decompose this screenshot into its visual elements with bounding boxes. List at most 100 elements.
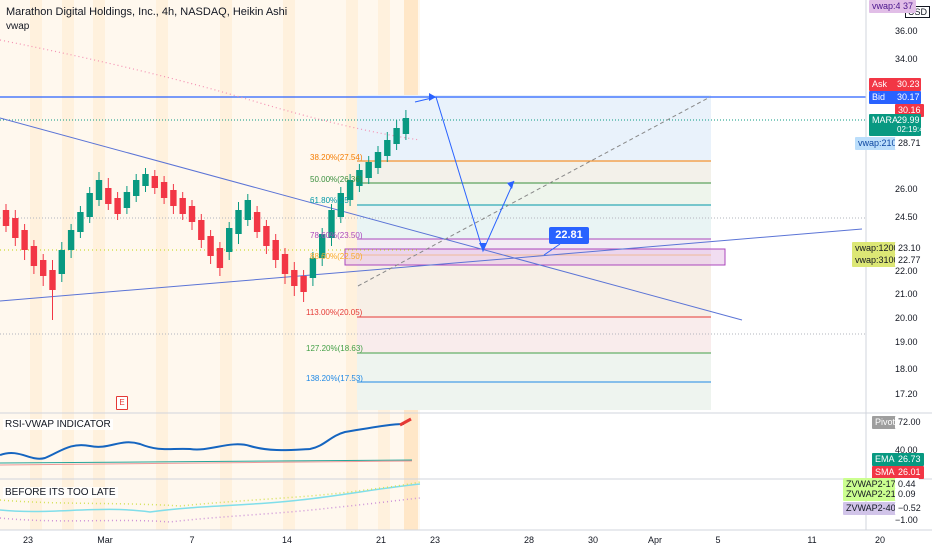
btl-pane-title[interactable]: BEFORE ITS TOO LATE (3, 487, 118, 498)
support-zone[interactable] (344, 248, 726, 266)
candle-body (226, 228, 233, 252)
sma-tag: SMA (872, 466, 898, 479)
candle-body (291, 270, 298, 286)
time-tick: Mar (97, 535, 113, 545)
rsi-pane-title[interactable]: RSI-VWAP INDICATOR (3, 419, 113, 430)
rsi-pane-lines (0, 417, 413, 466)
vwap400-value: 37 (900, 0, 917, 13)
vwap3100-tag: vwap:3100 (852, 254, 902, 267)
projection-line[interactable] (357, 96, 711, 287)
zvwap1700-tag: ZVWAP2-1700 (843, 478, 909, 491)
candle-body (2, 210, 10, 226)
price-callout[interactable]: 22.81 (549, 227, 589, 244)
sma-value: 26.01 (895, 466, 924, 479)
candle-body (123, 192, 131, 208)
price-tick: 17.20 (895, 389, 918, 399)
candle-body (374, 152, 382, 168)
fib-label-618: 61.80%(25. (310, 196, 351, 205)
candle-body (95, 180, 103, 200)
fib-label-886: 88.60%(22.50) (310, 252, 363, 261)
candle-body (198, 220, 205, 240)
price-tick: 21.00 (895, 289, 918, 299)
time-tick: 23 (22, 535, 34, 545)
time-tick: 21 (375, 535, 387, 545)
candle-body (30, 246, 38, 266)
candle-body (319, 234, 326, 258)
candle-body (188, 206, 196, 222)
earnings-marker[interactable]: E (116, 396, 128, 410)
price-tick: 20.00 (895, 313, 918, 323)
candle-body (114, 198, 121, 214)
ascending-trendline[interactable] (0, 228, 863, 302)
price-tick: 36.00 (895, 26, 918, 36)
time-tick: 30 (587, 535, 599, 545)
vwap210-tag: vwap:210 (855, 137, 900, 150)
indicator-label[interactable]: vwap (6, 21, 30, 32)
candle-body (77, 212, 84, 232)
time-tick: 7 (189, 535, 195, 545)
candle-body (67, 230, 75, 250)
candle-body (402, 118, 410, 134)
candle-body (384, 140, 391, 156)
time-tick: 14 (281, 535, 293, 545)
fib-label-1272: 127.20%(18.63) (306, 344, 363, 353)
pivot-value: 72.00 (895, 416, 924, 429)
candle-body (253, 212, 261, 232)
candle-body (105, 188, 112, 204)
ask-tag: Ask 30.23 (869, 78, 921, 91)
vwap3100-value: 22.77 (895, 254, 924, 267)
pivot-tag: Pivot (872, 416, 899, 429)
candle-body (309, 258, 317, 278)
candle-body (244, 200, 251, 220)
candle-body (49, 270, 56, 290)
time-tick: Apr (647, 535, 663, 545)
candle-body (170, 190, 177, 206)
ema-value: 26.73 (895, 453, 924, 466)
forecast-path[interactable] (414, 96, 515, 253)
vwap210-value: 28.71 (895, 137, 924, 150)
candlesticks[interactable] (2, 110, 410, 320)
fib-label-786: 78.60%(23.50) (310, 231, 363, 240)
price-tick: 19.00 (895, 337, 918, 347)
candle-body (356, 170, 363, 186)
last-price-tag: 30.16 (895, 104, 924, 117)
descending-trendline[interactable] (0, 117, 743, 321)
symbol-tag[interactable]: MARA 29.99 02:19:42 (869, 114, 928, 136)
candle-body (365, 162, 372, 178)
candle-body (263, 226, 270, 246)
fib-label-500: 50.00%(26.36) (310, 175, 363, 184)
price-tick: 18.00 (895, 364, 918, 374)
time-tick: 11 (807, 535, 817, 545)
ema-tag: EMA (872, 453, 898, 466)
candle-body (272, 240, 279, 260)
zvwap1700-value: 0.44 (895, 478, 919, 491)
btl-tick: −1.00 (895, 515, 918, 525)
candle-body (142, 174, 149, 186)
candle-body (207, 236, 214, 256)
candle-body (133, 180, 140, 196)
candle-body (58, 250, 65, 274)
candle-body (393, 128, 400, 144)
fib-label-1382: 138.20%(17.53) (306, 374, 363, 383)
fib-label-1130: 113.00%(20.05) (306, 308, 363, 317)
price-tick: 34.00 (895, 54, 918, 64)
vwap1200-tag: vwap:1200 (852, 242, 902, 255)
candle-body (300, 276, 307, 292)
zvwap210-value: 0.09 (895, 488, 919, 501)
vwap1200-value: 23.10 (895, 242, 924, 255)
candle-body (160, 182, 168, 198)
btl-pane-lines (0, 481, 421, 523)
candle-body (86, 193, 93, 217)
candle-body (328, 210, 335, 238)
zvwap400-value: −0.52 (895, 502, 924, 515)
fib-label-382: 38.20%(27.54) (310, 153, 363, 162)
bid-tag: Bid 30.17 (869, 91, 921, 104)
candle-body (40, 260, 47, 276)
rsi-tick: 40.00 (895, 445, 918, 455)
time-tick: 28 (523, 535, 535, 545)
price-tick: 24.50 (895, 212, 918, 222)
candle-body (12, 218, 19, 238)
chart-title: Marathon Digital Holdings, Inc., 4h, NAS… (6, 6, 288, 18)
time-tick: 5 (715, 535, 721, 545)
